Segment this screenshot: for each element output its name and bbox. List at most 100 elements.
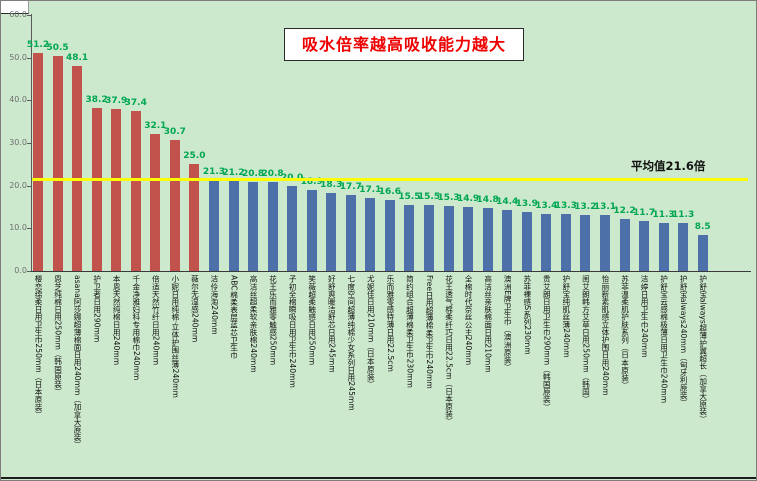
bar	[541, 213, 552, 271]
bar	[189, 164, 200, 271]
bar	[502, 209, 513, 271]
x-axis-category-label: ABC棉柔表层蓝芯卫生巾	[229, 275, 239, 359]
x-axis-category-label: 闺艾朗韩方艾草日用250mm（韩国）	[581, 275, 591, 404]
chart-frame-corner	[1, 1, 29, 14]
x-axis-category-label: 贵艾朗日用卫生巾290mm（韩国原装）	[542, 275, 552, 411]
y-axis-tick-mark	[27, 57, 31, 59]
chart-title: 吸水倍率越高吸收能力越大	[284, 28, 524, 61]
x-axis-category-label: 尤妮佳日用210mm（日本原装）	[366, 275, 376, 388]
bar-value-label: 14.9	[456, 194, 480, 205]
x-axis-category-label: 千金净雅妇科专用棉巾240mm	[131, 275, 141, 381]
bar	[521, 211, 532, 271]
bar-value-label: 37.4	[124, 98, 147, 109]
bar-value-label: 13.2	[574, 201, 597, 212]
x-axis-category-label: 薇尔无湿感240mm	[190, 275, 200, 343]
bar	[267, 182, 278, 271]
x-axis-category-label: 花王透气棉柔纤巧日用22.5cm（日本原装）	[444, 275, 454, 426]
bar	[599, 215, 610, 271]
bar-value-label: 50.5	[46, 42, 69, 53]
bar-value-label: 51.2	[26, 39, 50, 50]
x-axis-category-label: 笑薇超柔触感日用250mm	[307, 275, 317, 366]
bar	[130, 111, 141, 271]
bar-value-label: 17.1	[359, 185, 382, 196]
x-axis-category-label: 洁婷日用卫生巾240mm	[640, 275, 650, 358]
x-axis-category-label: 护卫者日用290mm	[92, 275, 102, 343]
y-axis-tick-label: 60.0	[9, 10, 27, 19]
bar	[424, 204, 434, 271]
x-axis-category-label: 好舒爽暖洁舒芯日用245mm	[327, 275, 337, 373]
bar-value-label: 30.7	[163, 127, 186, 137]
bar-value-label: 18.3	[320, 179, 343, 190]
bar-value-label: 21.2	[222, 167, 245, 178]
bar-value-label: 11.7	[632, 208, 656, 219]
bar	[248, 182, 259, 271]
bar-value-label: 11.3	[672, 209, 695, 220]
x-axis-category-label: 子初全棉瞬吸日用卫生巾240mm	[288, 275, 298, 388]
bar	[91, 108, 102, 271]
bar	[365, 198, 376, 271]
bar-value-label: 21.3	[202, 167, 226, 178]
x-axis-category-label: 倍适天然竹纤日用240mm	[151, 275, 161, 366]
bar	[560, 214, 571, 271]
bar-value-label: 8.5	[694, 221, 711, 232]
y-axis-tick-mark	[27, 271, 31, 272]
x-axis-category-label: asana阿莎娜超薄棉面日用240mm（加拿大原装）	[73, 275, 83, 449]
x-axis-category-label: 樱恋绵柔日用卫生巾250mm（日本原装）	[34, 275, 43, 419]
bar-value-label: 15.5	[417, 191, 441, 202]
bar	[482, 207, 493, 271]
bar-value-label: 38.2	[85, 95, 108, 105]
y-axis-tick-label: 40.0	[9, 95, 27, 105]
x-axis-category-label: 恩芝纯棉日用250mm（韩国原装）	[53, 275, 63, 396]
bar	[169, 140, 180, 271]
x-axis-category-label: 小妮日用纯棉·立体护围丝薄240mm	[170, 275, 180, 398]
bar-value-label: 48.1	[65, 52, 89, 63]
bar	[208, 180, 219, 271]
bar-value-label: 15.5	[398, 191, 421, 202]
bar	[384, 200, 395, 271]
x-axis-category-label: 怡丽新素肌感立体护围日用240mm	[600, 275, 610, 396]
bar	[111, 109, 122, 271]
x-axis-category-label: 护舒宝always超薄护翼超长（加拿大原装）	[698, 275, 708, 423]
bar	[33, 52, 43, 271]
y-axis-line	[31, 14, 32, 271]
bar	[639, 221, 650, 271]
y-axis-tick-label: 0.0	[14, 266, 27, 275]
bar-value-label: 14.8	[476, 194, 499, 205]
bar-value-label: 37.9	[105, 96, 128, 107]
y-axis-tick-label: 20.0	[9, 180, 27, 190]
x-axis-category-label: 护舒宝纯肌丝薄240mm	[561, 275, 571, 358]
x-axis-category-label: 高洁丝超柔软亲肤棉240mm	[249, 275, 259, 373]
y-axis-tick-mark	[27, 228, 31, 230]
x-axis-category-label: 七度空间超薄纯棉少女系列日用245mm	[346, 275, 356, 411]
y-axis-tick-mark	[27, 143, 31, 144]
bar-value-label: 25.0	[183, 151, 206, 162]
bar	[52, 55, 63, 271]
bar-value-label: 32.1	[144, 121, 167, 132]
bar-value-label: 14.4	[496, 196, 519, 207]
bar	[404, 204, 415, 271]
bar-value-label: 13.4	[535, 200, 558, 211]
bar-value-label: 20.0	[277, 173, 307, 183]
bar	[306, 190, 317, 271]
bar	[228, 180, 239, 271]
bar	[678, 222, 689, 271]
bar	[326, 192, 337, 271]
x-axis-category-label: Free日用超薄棉柔卫生巾240mm	[425, 275, 434, 389]
x-axis-category-label: 全棉时代奈丝公主240mm	[464, 275, 474, 366]
bar-value-label: 16.6	[378, 187, 401, 198]
bar-value-label: 11.3	[652, 209, 675, 220]
x-axis-category-label: 护舒宝云感棉极薄日用卫生巾240mm	[659, 275, 669, 404]
bar	[287, 185, 298, 271]
x-axis-category-label: 洁伶海淘240mm	[209, 275, 219, 335]
y-axis-tick-label: 50.0	[9, 52, 27, 62]
y-axis-tick-label: 10.0	[9, 223, 27, 233]
x-axis-line	[28, 271, 751, 272]
bar-value-label: 13.1	[593, 202, 617, 213]
x-axis-category-label: 苏菲温柔肌护肤系列（日本原装）	[620, 275, 630, 389]
x-axis-category-label: 护舒宝always240mm（匈牙利原装）	[679, 275, 689, 407]
bar-value-label: 12.2	[613, 205, 636, 216]
x-axis-category-label: 本恩天然纯棉日用240mm	[112, 275, 122, 366]
bar-value-label: 15.3	[437, 192, 460, 203]
bar-value-label: 20.8	[261, 169, 284, 180]
